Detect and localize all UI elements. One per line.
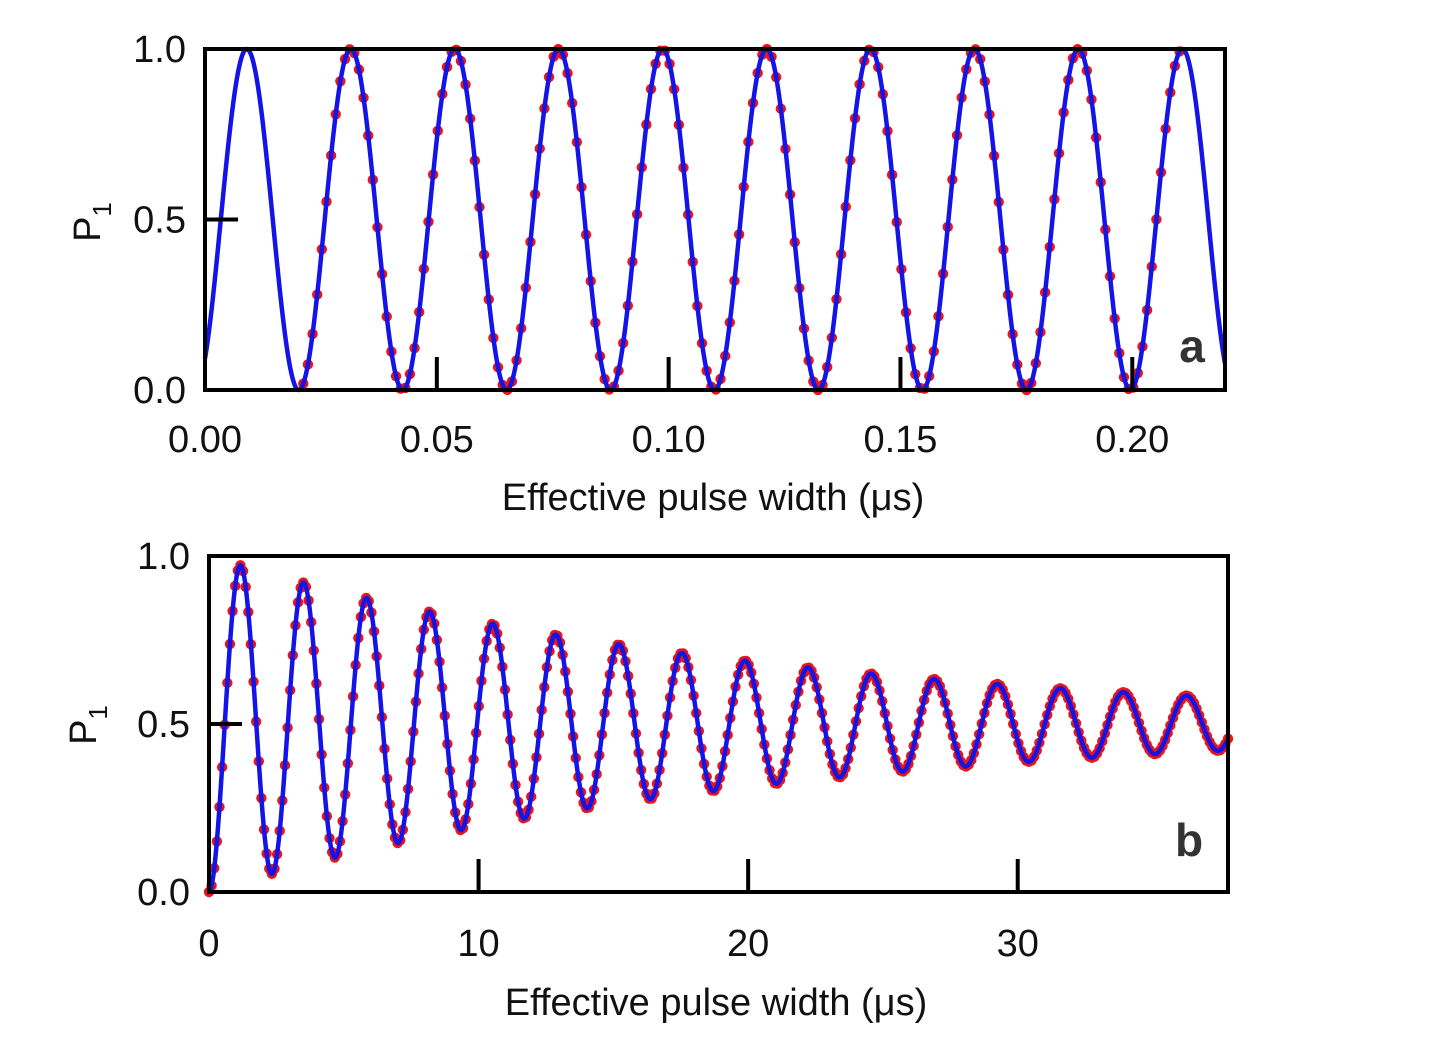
panel-a-y-tick-label: 0.5 — [133, 200, 186, 242]
panel-b-y-axis-label: P1 — [63, 705, 113, 745]
panel-b-axis-ticks — [209, 722, 1020, 892]
panel-a-plot-frame — [203, 47, 1227, 392]
panel-b-x-tick-label: 20 — [727, 923, 769, 965]
panel-a-x-tick-label: 0.15 — [863, 419, 937, 461]
panel-b-x-tick-label: 0 — [198, 923, 219, 965]
panel-a-y-axis-label-subscript: 1 — [87, 202, 117, 216]
panel-a-x-axis-label: Effective pulse width (μs) — [502, 477, 924, 519]
panel-a-y-axis-label: P1 — [67, 202, 117, 242]
panel-b-plot-marks — [203, 560, 1234, 898]
panel-a-y-tick-labels: 0.0 0.5 1.0 — [133, 29, 186, 412]
panel-a-axis-ticks — [205, 217, 1135, 390]
panel-b-y-tick-label: 0.5 — [137, 704, 190, 746]
panel-b-x-tick-label: 30 — [997, 923, 1039, 965]
panel-a-x-tick-label: 0.20 — [1095, 419, 1169, 461]
panel-a-plot-marks — [202, 43, 1228, 396]
panel-b-y-tick-labels: 0.0 0.5 1.0 — [137, 536, 190, 914]
panel-b-fit-curve — [207, 563, 1231, 894]
panel-b-x-axis-label: Effective pulse width (μs) — [505, 982, 927, 1024]
panel-a-fit-curve — [202, 46, 1228, 393]
panel-a-x-tick-label: 0.05 — [400, 419, 474, 461]
panel-b-x-tick-labels: 0 10 20 30 — [198, 923, 1038, 965]
panel-a-y-axis-label-main: P — [67, 217, 109, 242]
panel-a-x-tick-label: 0.00 — [168, 419, 242, 461]
panel-a-chart: 0.0 0.5 1.0 0.00 0.05 0.10 0.15 0.20 Effective… — [67, 29, 1228, 519]
panel-b-y-tick-label: 1.0 — [137, 536, 190, 578]
panel-a-x-tick-labels: 0.00 0.05 0.10 0.15 0.20 — [168, 419, 1169, 461]
panel-a-y-tick-label: 0.0 — [133, 370, 186, 412]
panel-b-y-axis-label-subscript: 1 — [83, 705, 113, 719]
panel-b-letter: b — [1175, 814, 1203, 866]
panel-a-letter: a — [1179, 320, 1205, 372]
panel-b-y-tick-label: 0.0 — [137, 872, 190, 914]
panel-b-y-axis-label-main: P — [63, 720, 105, 745]
panel-b-x-tick-label: 10 — [457, 923, 499, 965]
panel-a-x-tick-label: 0.10 — [632, 419, 706, 461]
panel-b-chart: 0.0 0.5 1.0 0 10 20 30 Effective pulse width … — [63, 536, 1234, 1024]
panel-a-y-tick-label: 1.0 — [133, 29, 186, 71]
